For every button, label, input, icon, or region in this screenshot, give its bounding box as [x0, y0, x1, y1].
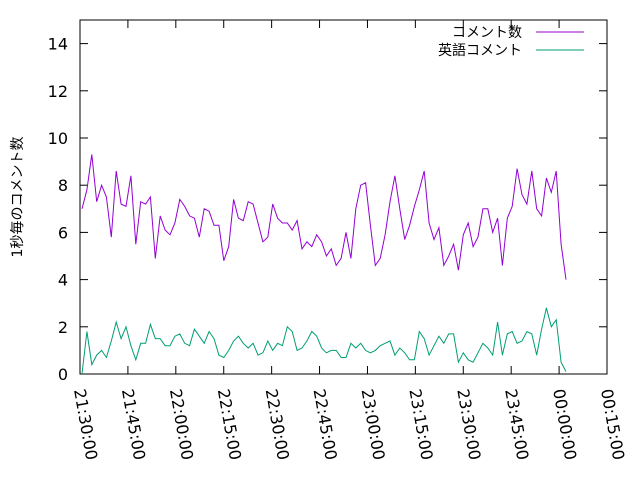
y-tick-label: 0	[58, 365, 68, 384]
y-tick-label: 2	[58, 318, 68, 337]
series-line-1	[81, 307, 567, 375]
axis-ticks	[79, 20, 608, 375]
x-tick-label: 22:15:00	[214, 387, 245, 461]
x-tick-label: 00:00:00	[549, 387, 580, 461]
x-tick-label: 00:15:00	[597, 387, 628, 461]
legend-label: 英語コメント	[438, 42, 522, 59]
series-line-0	[81, 154, 567, 280]
y-tick-labels: 0 2 4 6 8 10 12 14	[48, 35, 68, 384]
y-tick-label: 6	[58, 223, 68, 242]
x-tick-labels: 21:30:00 21:45:00 22:00:00 22:15:00 22:30:00…	[70, 387, 628, 461]
x-tick-label: 21:30:00	[70, 387, 101, 461]
series-lines	[81, 154, 567, 375]
x-tick-label: 23:30:00	[453, 387, 484, 461]
x-tick-label: 23:00:00	[358, 387, 389, 461]
plot-frame	[79, 19, 608, 375]
x-tick-label: 22:45:00	[310, 387, 341, 461]
x-tick-label: 23:15:00	[405, 387, 436, 461]
x-tick-label: 23:45:00	[501, 387, 532, 461]
x-tick-label: 22:30:00	[262, 387, 293, 461]
y-axis-label: 1秒毎のコメント数	[10, 137, 26, 258]
y-tick-label: 4	[58, 271, 68, 290]
legend-label: コメント数	[452, 25, 522, 41]
x-tick-label: 21:45:00	[118, 387, 149, 461]
x-tick-label: 22:00:00	[166, 387, 197, 461]
y-tick-label: 14	[48, 35, 68, 54]
y-tick-label: 10	[48, 129, 68, 148]
y-tick-label: 12	[48, 82, 68, 101]
y-tick-label: 8	[58, 176, 68, 195]
